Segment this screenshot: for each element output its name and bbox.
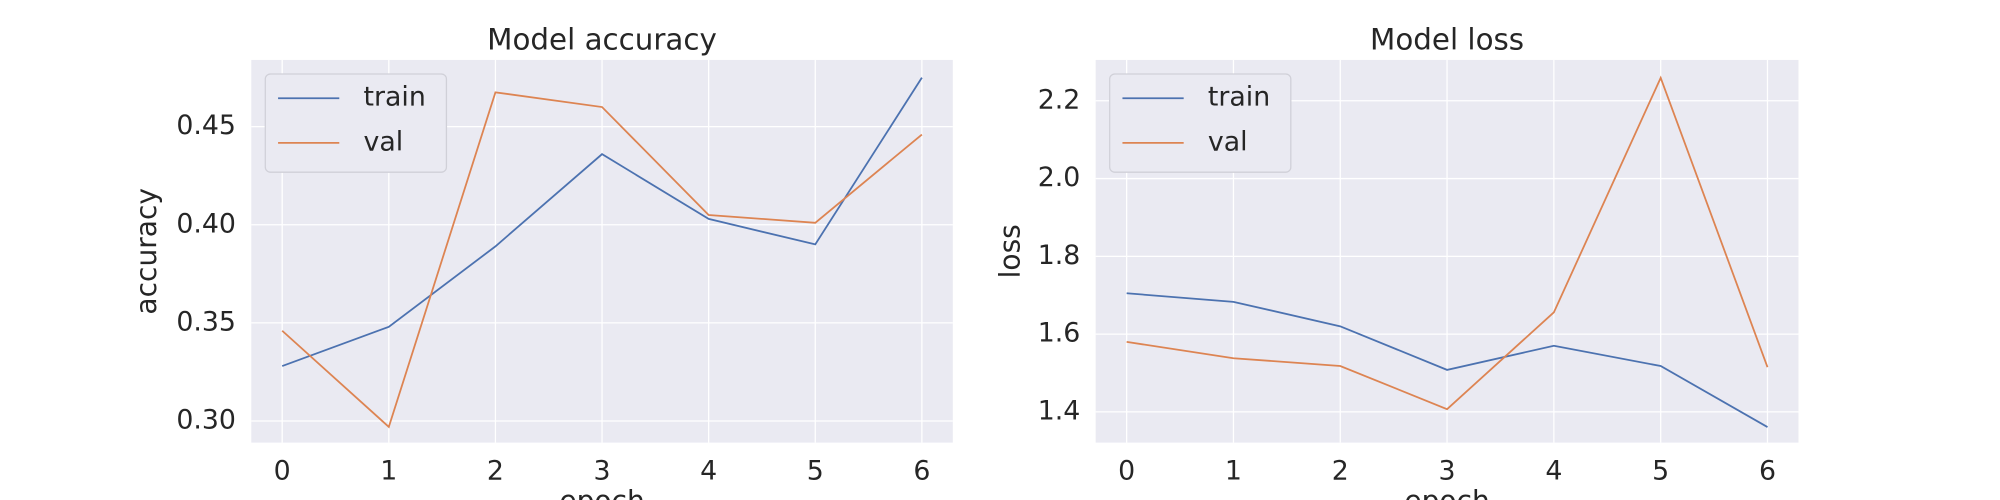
y-tick-label: 0.45 (176, 110, 236, 141)
x-tick-label: 3 (1439, 455, 1456, 486)
x-tick-label: 1 (380, 455, 397, 486)
legend-label: train (364, 82, 426, 113)
x-tick-label: 2 (1332, 455, 1349, 486)
line (1126, 75, 1769, 411)
y-tick-label: 1.6 (1038, 318, 1081, 349)
x-tick-label: 2 (487, 455, 504, 486)
y-tick-label: 1.8 (1038, 240, 1081, 271)
x-axis-label: epoch (1404, 485, 1489, 500)
y-axis-label: loss (993, 224, 1026, 278)
x-axis-label: epoch (559, 485, 644, 500)
line (281, 91, 923, 429)
y-tick-label: 1.4 (1038, 395, 1081, 426)
x-tick-label: 4 (700, 455, 717, 486)
chart-title: Model accuracy (487, 22, 717, 56)
legend-label: val (1208, 126, 1248, 157)
legend-label: val (364, 126, 404, 157)
x-tick-label: 0 (274, 455, 291, 486)
line (1126, 292, 1768, 428)
x-tick-label: 5 (807, 455, 824, 486)
chart-title: Model loss (1370, 22, 1524, 56)
y-tick-label: 0.35 (176, 306, 236, 337)
x-tick-label: 3 (594, 455, 611, 486)
x-tick-label: 5 (1652, 455, 1669, 486)
y-axis-label: accuracy (130, 188, 163, 315)
x-tick-label: 1 (1225, 455, 1242, 486)
legend-label: train (1208, 82, 1270, 113)
y-tick-label: 0.40 (176, 208, 236, 239)
line (281, 77, 923, 367)
x-tick-label: 4 (1545, 455, 1562, 486)
y-tick-label: 0.30 (176, 405, 236, 436)
x-tick-label: 0 (1118, 455, 1135, 486)
y-tick-label: 2.2 (1038, 84, 1081, 115)
y-tick-label: 2.0 (1038, 162, 1081, 193)
x-tick-label: 6 (1759, 455, 1776, 486)
x-tick-label: 6 (913, 455, 930, 486)
